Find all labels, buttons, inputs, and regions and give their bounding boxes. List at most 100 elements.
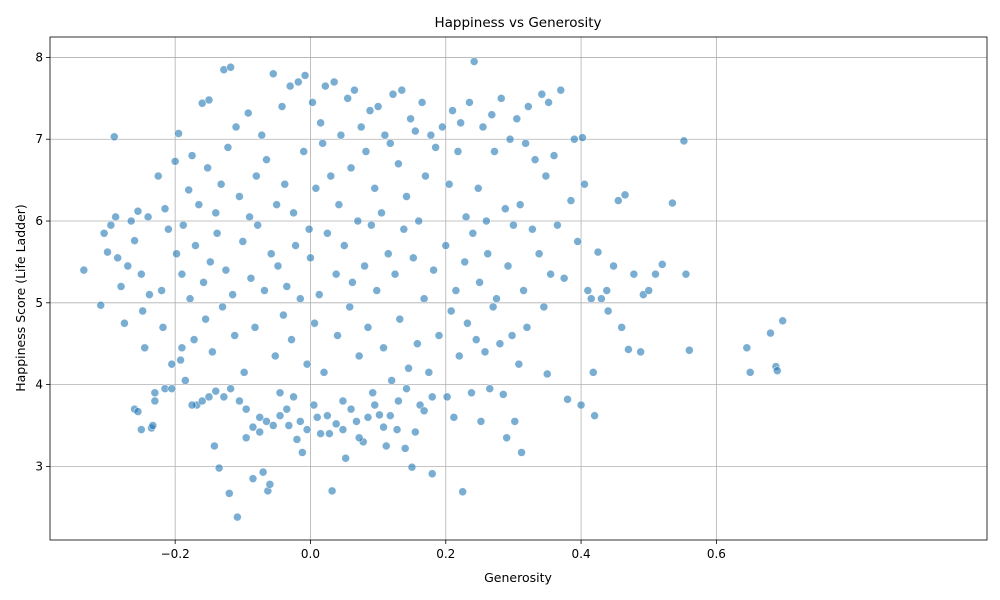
data-point <box>490 147 499 156</box>
data-point <box>326 171 336 181</box>
data-point <box>778 316 787 326</box>
data-point <box>350 85 359 95</box>
data-point <box>570 134 579 144</box>
data-point <box>394 159 403 169</box>
data-point <box>333 331 342 340</box>
data-point <box>268 69 278 79</box>
data-points <box>79 57 787 522</box>
data-point <box>292 435 302 444</box>
data-point <box>429 265 438 275</box>
data-point <box>341 453 350 463</box>
data-point <box>262 155 271 164</box>
data-point <box>150 388 160 398</box>
data-point <box>402 192 411 201</box>
data-point <box>453 147 463 156</box>
data-point <box>365 106 375 115</box>
data-point <box>270 351 280 361</box>
data-point <box>524 102 533 111</box>
data-point <box>772 366 782 375</box>
data-point <box>517 448 526 457</box>
data-point <box>549 151 559 160</box>
data-point <box>668 198 677 208</box>
data-point <box>745 368 755 377</box>
data-point <box>394 396 403 406</box>
data-point <box>465 98 474 107</box>
data-point <box>226 62 235 72</box>
grid-lines <box>50 37 987 540</box>
data-point <box>181 376 190 385</box>
data-point <box>534 249 544 259</box>
data-point <box>521 139 530 148</box>
data-point <box>296 294 305 304</box>
data-point <box>392 425 402 434</box>
data-point <box>372 286 382 295</box>
data-point <box>306 253 315 263</box>
data-point <box>419 406 429 416</box>
data-point <box>211 208 221 218</box>
data-point <box>636 347 645 357</box>
data-point <box>126 216 136 226</box>
data-point <box>191 241 200 250</box>
data-point <box>167 384 177 393</box>
data-point <box>246 273 256 283</box>
data-point <box>593 247 603 257</box>
data-point <box>164 224 173 234</box>
chart-title: Happiness vs Generosity <box>434 15 601 31</box>
data-point <box>578 133 587 142</box>
data-point <box>212 228 222 238</box>
data-point <box>471 335 481 344</box>
data-point <box>255 427 265 437</box>
data-point <box>426 130 436 140</box>
data-point <box>285 81 295 91</box>
data-point <box>573 237 582 246</box>
data-point <box>576 400 586 410</box>
data-point <box>199 278 208 287</box>
data-point <box>189 335 199 344</box>
plot-area-frame <box>49 36 988 541</box>
data-point <box>475 278 484 287</box>
data-point <box>228 290 237 299</box>
data-point <box>211 386 221 396</box>
data-point <box>514 359 524 369</box>
data-point <box>120 318 129 328</box>
data-point <box>528 224 537 234</box>
data-point <box>187 151 197 160</box>
data-point <box>522 323 532 332</box>
data-point <box>214 463 224 473</box>
data-point <box>248 422 258 432</box>
data-point <box>469 57 479 66</box>
data-point <box>318 139 327 148</box>
data-point <box>379 422 388 432</box>
data-point <box>498 390 508 399</box>
data-point <box>559 273 569 283</box>
data-point <box>178 220 188 230</box>
data-point <box>111 212 120 222</box>
data-point <box>298 448 307 457</box>
axis-ticks: −0.2 0.0 0.2 0.4 0.6 3 4 5 6 7 8 <box>35 50 726 561</box>
x-tick-label: 0.6 <box>707 547 726 561</box>
data-point <box>544 98 553 107</box>
data-point <box>133 206 143 216</box>
data-point <box>345 302 355 312</box>
data-point <box>284 421 294 430</box>
data-point <box>586 294 596 304</box>
data-point <box>123 261 133 271</box>
data-point <box>485 384 495 393</box>
data-point <box>590 411 599 420</box>
data-point <box>580 179 589 189</box>
data-point <box>279 310 288 320</box>
data-point <box>99 228 109 238</box>
data-point <box>476 417 486 426</box>
data-point <box>766 328 775 338</box>
data-point <box>187 400 197 410</box>
data-point <box>282 404 292 414</box>
data-point <box>388 89 398 99</box>
data-point <box>455 351 464 361</box>
data-point <box>248 474 258 483</box>
data-point <box>185 294 195 304</box>
data-point <box>482 216 491 226</box>
data-point <box>241 404 251 414</box>
data-point <box>370 400 380 410</box>
data-point <box>404 363 413 373</box>
